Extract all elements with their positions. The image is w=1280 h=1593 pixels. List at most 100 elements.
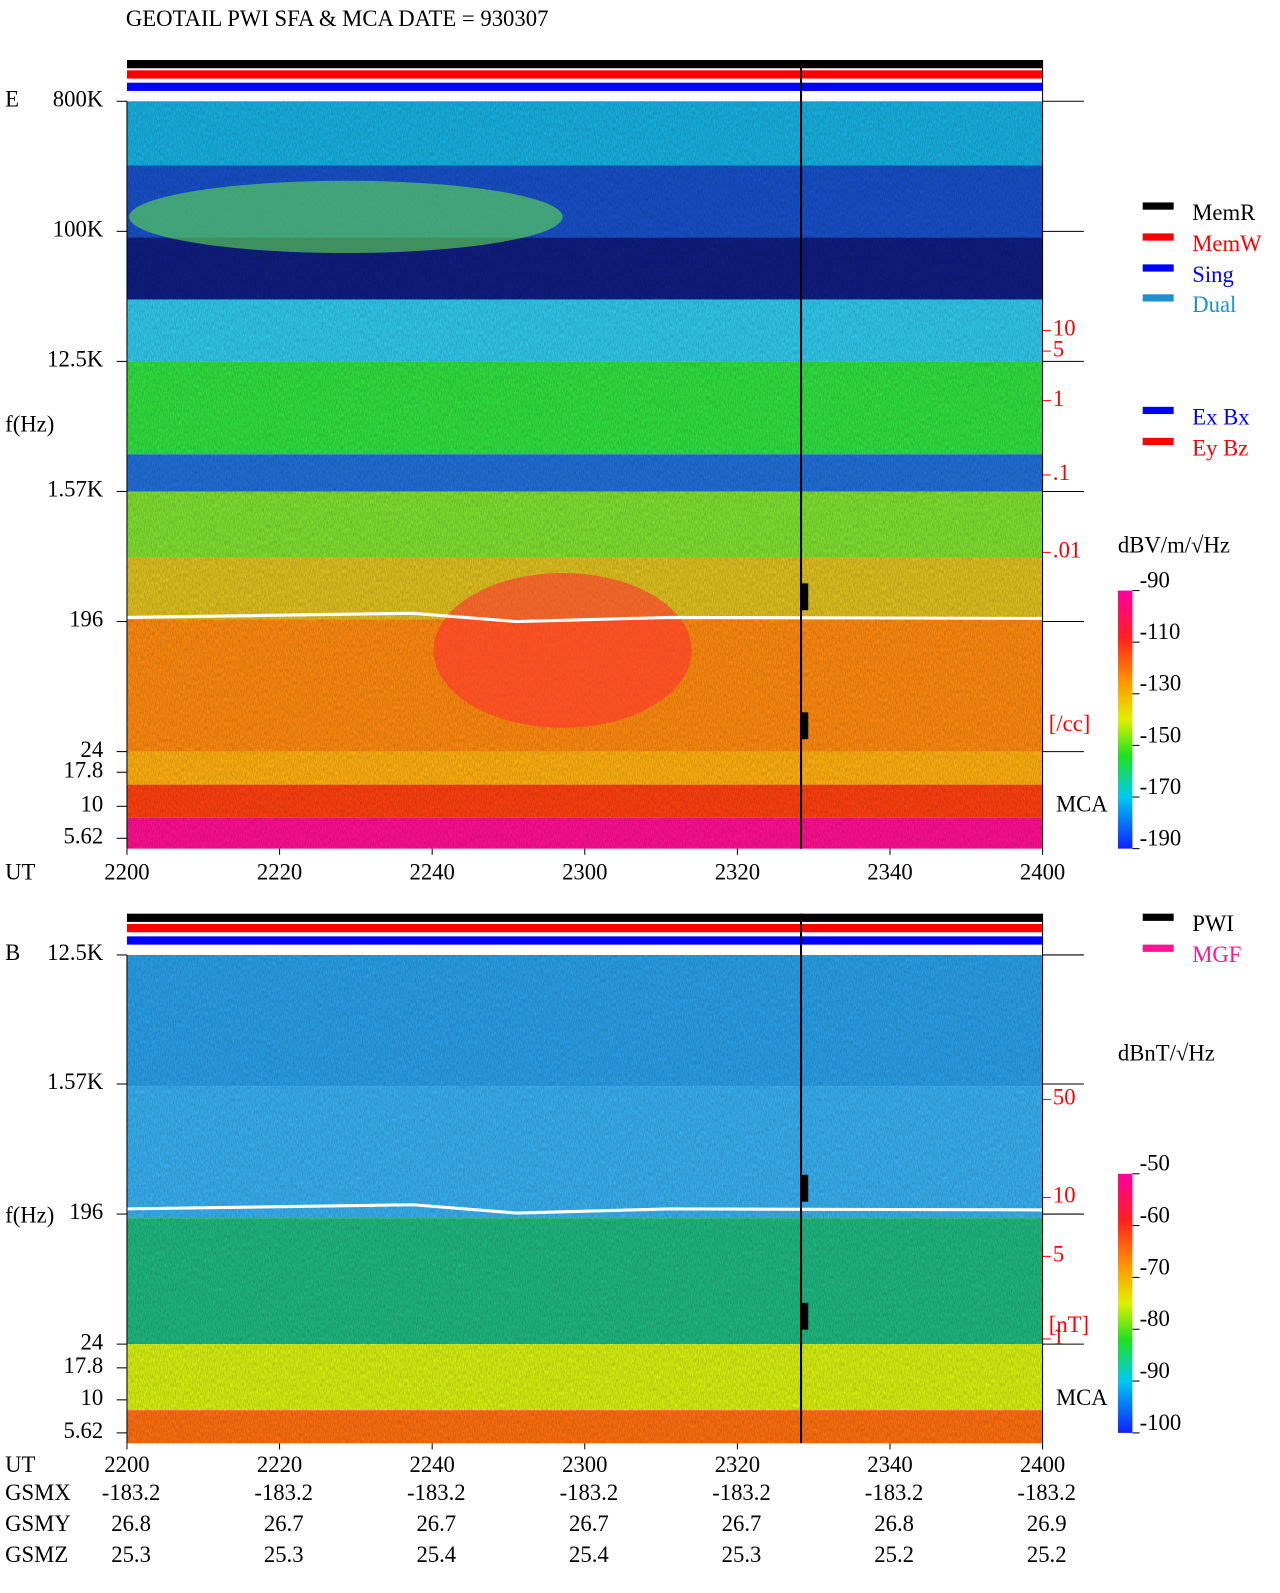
data-gap — [801, 1174, 809, 1202]
orbit-value: 25.4 — [569, 1542, 609, 1567]
spectrum-noise — [126, 954, 1043, 1087]
data-gap — [801, 1302, 809, 1330]
y-tick-label: 24 — [81, 737, 104, 762]
colorbar-tick-label: -70 — [1140, 1254, 1170, 1279]
orbit-value: 25.3 — [264, 1542, 304, 1567]
mca-label: MCA — [1056, 792, 1108, 817]
orbit-value: 26.7 — [722, 1511, 762, 1536]
spectrum-feature — [433, 573, 692, 728]
legend-swatch — [1142, 406, 1174, 415]
y-tick-label: 12.5K — [47, 347, 104, 372]
right-unit: [/cc] — [1049, 711, 1091, 736]
orbit-value: -183.2 — [102, 1480, 161, 1505]
legend-swatch — [1142, 294, 1174, 302]
y-tick-label: 800K — [53, 86, 104, 111]
x-tick-label: 2320 — [715, 1452, 760, 1477]
data-gap — [801, 712, 809, 740]
x-tick-label: 2300 — [562, 1452, 607, 1477]
y-tick-label: 100K — [53, 217, 104, 242]
orbit-value: 26.8 — [111, 1511, 151, 1536]
orbit-value: 25.4 — [416, 1542, 456, 1567]
colorbar-tick-label: -90 — [1140, 568, 1170, 593]
x-axis-label: UT — [5, 1452, 35, 1477]
y-tick-label: 24 — [81, 1329, 104, 1354]
x-tick-label: 2300 — [562, 860, 607, 885]
right-tick-label: 1 — [1053, 386, 1064, 411]
right-tick-label: 5 — [1053, 336, 1064, 361]
orbit-value: 25.2 — [874, 1542, 914, 1567]
spectrum-noise — [126, 1410, 1043, 1444]
right-tick-label: 50 — [1053, 1085, 1076, 1110]
legend-label: Ex Bx — [1192, 404, 1250, 429]
colorbar-unit: dBV/m/√Hz — [1118, 532, 1230, 557]
legend-label: Dual — [1192, 292, 1236, 317]
orbit-name: GSMZ — [5, 1542, 68, 1567]
orbit-value: 25.3 — [111, 1542, 151, 1567]
spectrum-noise — [126, 101, 1043, 166]
orbit-name: GSMY — [5, 1511, 71, 1536]
panel-label: B — [5, 940, 20, 965]
orbit-value: -183.2 — [407, 1480, 466, 1505]
right-tick-label: 10 — [1053, 316, 1076, 341]
orbit-value: -183.2 — [1017, 1480, 1076, 1505]
y-label: f(Hz) — [5, 1202, 54, 1227]
orbit-value: 26.7 — [416, 1511, 456, 1536]
right-tick-label: .1 — [1053, 460, 1070, 485]
colorbar-tick-label: -80 — [1140, 1306, 1170, 1331]
y-tick-label: 10 — [81, 1385, 104, 1410]
status-bar — [126, 70, 1043, 79]
x-tick-label: 2240 — [409, 1452, 454, 1477]
legend-label: MemW — [1192, 231, 1262, 256]
spectrum-noise — [126, 454, 1043, 492]
spectrum-noise — [126, 784, 1043, 818]
y-tick-label: 10 — [81, 792, 104, 817]
orbit-value: -183.2 — [254, 1480, 313, 1505]
legend-label: PWI — [1192, 911, 1234, 936]
legend-swatch — [1142, 233, 1174, 241]
orbit-value: 26.7 — [569, 1511, 609, 1536]
y-tick-label: 196 — [69, 607, 103, 632]
y-tick-label: 1.57K — [47, 477, 104, 502]
orbit-value: 26.9 — [1027, 1511, 1067, 1536]
x-tick-label: 2240 — [409, 860, 454, 885]
x-tick-label: 2320 — [715, 860, 760, 885]
legend-label: MemR — [1192, 200, 1256, 225]
x-axis-label: UT — [5, 860, 35, 885]
y-tick-label: 1.57K — [47, 1069, 104, 1094]
colorbar-unit: dBnT/√Hz — [1118, 1040, 1215, 1065]
x-tick-label: 2220 — [257, 860, 302, 885]
plasma-line — [126, 1203, 1043, 1215]
spectrum-feature — [129, 180, 563, 254]
colorbar — [1117, 1173, 1133, 1433]
status-bar — [126, 936, 1043, 945]
y-label: f(Hz) — [5, 412, 54, 437]
spectrum-noise — [126, 1086, 1043, 1219]
panel-label: E — [5, 86, 19, 111]
legend-label: Sing — [1192, 262, 1234, 287]
right-tick-label: 5 — [1053, 1242, 1064, 1267]
y-tick-label: 17.8 — [64, 1353, 104, 1378]
colorbar-tick-label: -60 — [1140, 1203, 1170, 1228]
colorbar-tick-label: -170 — [1140, 774, 1182, 799]
orbit-value: -183.2 — [712, 1480, 771, 1505]
plasma-line — [126, 611, 1043, 624]
y-tick-label: 5.62 — [64, 824, 104, 849]
status-bar — [126, 913, 1043, 922]
right-unit: [nT] — [1049, 1312, 1089, 1337]
legend-swatch — [1142, 944, 1174, 952]
x-tick-label: 2200 — [104, 1452, 149, 1477]
orbit-name: GSMX — [5, 1480, 71, 1505]
mca-label: MCA — [1056, 1385, 1108, 1410]
colorbar-tick-label: -50 — [1140, 1151, 1170, 1176]
spectrum-noise — [126, 751, 1043, 785]
y-tick-label: 196 — [69, 1199, 103, 1224]
right-tick-label: .01 — [1053, 538, 1081, 563]
x-tick-label: 2200 — [104, 860, 149, 885]
x-tick-label: 2400 — [1020, 860, 1065, 885]
spectrum-noise — [126, 491, 1043, 558]
y-tick-label: 17.8 — [64, 757, 104, 782]
status-bar — [126, 82, 1043, 91]
colorbar-tick-label: -110 — [1140, 619, 1181, 644]
orbit-value: 25.2 — [1027, 1542, 1067, 1567]
